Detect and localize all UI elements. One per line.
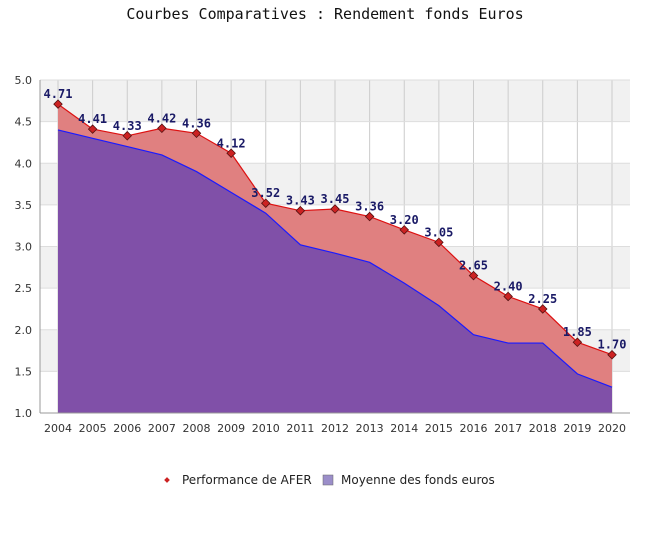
x-tick-label: 2006 xyxy=(113,422,141,435)
data-marker xyxy=(122,131,133,141)
axes xyxy=(39,80,630,414)
legend-item-afer: Performance de AFER xyxy=(164,473,312,487)
data-marker xyxy=(260,198,271,208)
x-tick-label: 2017 xyxy=(494,422,522,435)
data-label: 3.36 xyxy=(355,200,384,214)
x-tick-label: 2014 xyxy=(390,422,418,435)
data-label: 4.42 xyxy=(147,111,176,125)
series-areas xyxy=(58,104,612,413)
data-labels: 4.71 4.41 4.33 4.42 4.36 4.12 3.52 3.43 3.45 3.36… xyxy=(44,87,627,352)
data-label: 1.85 xyxy=(563,325,592,339)
x-tick-label: 2007 xyxy=(148,422,176,435)
x-tick-label: 2011 xyxy=(286,422,314,435)
x-tick-label: 2013 xyxy=(356,422,384,435)
x-tick-label: 2009 xyxy=(217,422,245,435)
moyenne-area xyxy=(58,129,612,413)
legend-marker-moyenne xyxy=(322,474,334,486)
y-axis-ticks: 1.0 1.5 2.0 2.5 3.0 3.5 4.0 4.5 5.0 xyxy=(15,74,33,420)
data-marker xyxy=(503,291,513,302)
legend-label-moyenne: Moyenne des fonds euros xyxy=(341,473,495,487)
legend-item-moyenne: Moyenne des fonds euros xyxy=(322,473,495,487)
x-tick-label: 2008 xyxy=(183,422,211,435)
x-tick-label: 2004 xyxy=(44,422,72,435)
data-marker xyxy=(607,349,617,360)
x-tick-label: 2010 xyxy=(252,422,280,435)
data-marker xyxy=(226,148,236,159)
data-label: 4.12 xyxy=(217,136,246,150)
data-label: 4.33 xyxy=(113,119,142,133)
y-tick-label: 4.5 xyxy=(15,116,33,129)
data-label: 3.20 xyxy=(390,213,419,227)
data-marker xyxy=(295,205,306,216)
data-label: 3.05 xyxy=(424,225,453,239)
data-marker xyxy=(87,124,98,134)
data-marker xyxy=(399,225,410,235)
x-tick-label: 2005 xyxy=(79,422,107,435)
data-marker xyxy=(364,211,375,222)
moyenne-line xyxy=(57,129,613,388)
data-marker xyxy=(53,99,63,109)
x-tick-label: 2012 xyxy=(321,422,349,435)
data-label: 2.65 xyxy=(459,259,488,273)
data-marker xyxy=(468,270,479,281)
data-label: 1.70 xyxy=(598,338,627,352)
x-tick-label: 2020 xyxy=(598,422,626,435)
y-tick-label: 2.5 xyxy=(15,282,33,295)
data-label: 3.43 xyxy=(286,194,315,208)
data-marker xyxy=(537,304,548,314)
y-tick-label: 3.0 xyxy=(15,241,33,254)
x-tick-label: 2016 xyxy=(460,422,488,435)
data-label: 2.40 xyxy=(494,279,523,293)
data-markers xyxy=(53,99,617,360)
chart-title: Courbes Comparatives : Rendement fonds E… xyxy=(126,5,523,23)
y-tick-label: 5.0 xyxy=(15,74,33,87)
x-tick-label: 2018 xyxy=(529,422,557,435)
y-tick-label: 1.5 xyxy=(15,365,33,378)
x-axis-ticks: 2004 2005 2006 2007 2008 2009 2010 2011 2012 2013… xyxy=(44,422,626,435)
data-label: 3.52 xyxy=(251,186,280,200)
data-marker xyxy=(330,204,340,214)
data-label: 4.41 xyxy=(78,112,107,126)
data-marker xyxy=(191,128,202,139)
data-label: 4.71 xyxy=(44,87,73,101)
y-tick-label: 3.5 xyxy=(15,199,33,212)
data-label: 4.36 xyxy=(182,116,211,130)
legend: Performance de AFER Moyenne des fonds eu… xyxy=(164,473,495,487)
data-marker xyxy=(572,337,583,348)
data-marker xyxy=(157,123,167,134)
x-tick-label: 2015 xyxy=(425,422,453,435)
legend-label-afer: Performance de AFER xyxy=(182,473,312,487)
data-label: 3.45 xyxy=(321,192,350,206)
y-tick-label: 2.0 xyxy=(15,324,33,337)
data-label: 2.25 xyxy=(528,292,557,306)
x-tick-label: 2019 xyxy=(563,422,591,435)
data-marker xyxy=(434,237,444,248)
y-tick-label: 4.0 xyxy=(15,157,33,170)
y-tick-label: 1.0 xyxy=(15,407,33,420)
legend-marker-afer xyxy=(164,477,170,483)
